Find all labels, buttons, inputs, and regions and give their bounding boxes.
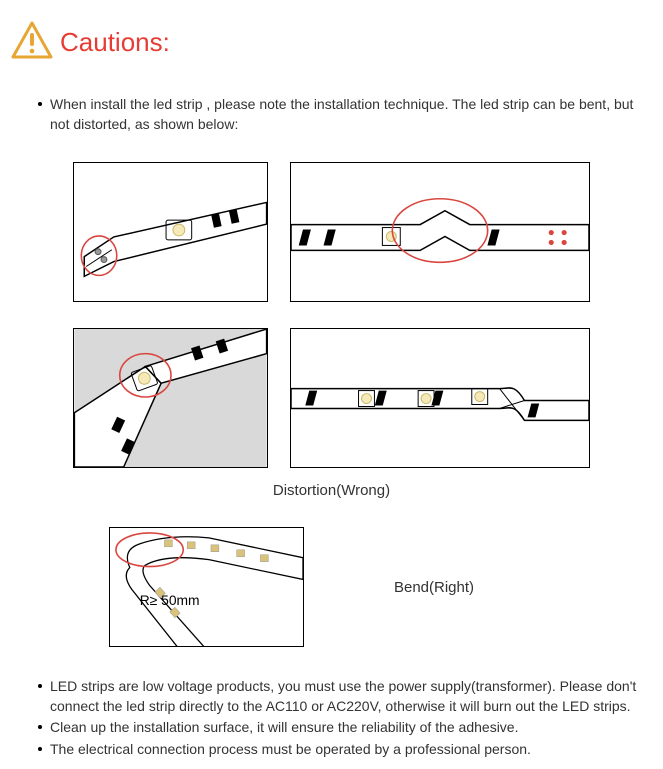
bullet-item: LED strips are low voltage products, you… — [38, 677, 653, 716]
header: Cautions: — [10, 20, 653, 65]
radius-label: R≥ 50mm — [140, 592, 200, 608]
diagram-row-2 — [73, 328, 590, 468]
warning-icon — [10, 20, 54, 65]
bullet-text: Clean up the installation surface, it wi… — [50, 718, 518, 738]
bend-row: R≥ 50mm Bend(Right) — [109, 527, 474, 647]
diagram-row-1 — [73, 162, 590, 302]
bullet-text: The electrical connection process must b… — [50, 740, 531, 760]
bullet-text: When install the led strip , please note… — [50, 95, 653, 134]
diagram-panel — [73, 328, 268, 468]
diagram-block: Distortion(Wrong) R≥ 50mm Bend(Right) — [10, 162, 653, 647]
bullet-dot-icon — [38, 102, 42, 106]
diagram-panel — [290, 328, 590, 468]
bend-caption: Bend(Right) — [394, 579, 474, 596]
diagram-panel — [290, 162, 590, 302]
bullet-text: LED strips are low voltage products, you… — [50, 677, 653, 716]
page-title: Cautions: — [60, 27, 170, 58]
diagram-panel-bend: R≥ 50mm — [109, 527, 304, 647]
bullet-dot-icon — [38, 725, 42, 729]
diagram-panel — [73, 162, 268, 302]
distortion-caption: Distortion(Wrong) — [273, 482, 390, 499]
bullet-item: The electrical connection process must b… — [38, 740, 653, 760]
bullet-item: Clean up the installation surface, it wi… — [38, 718, 653, 738]
bullet-dot-icon — [38, 747, 42, 751]
bullet-item: When install the led strip , please note… — [38, 95, 653, 134]
top-bullets: When install the led strip , please note… — [10, 95, 653, 134]
bullet-dot-icon — [38, 684, 42, 688]
bottom-bullets: LED strips are low voltage products, you… — [10, 677, 653, 759]
